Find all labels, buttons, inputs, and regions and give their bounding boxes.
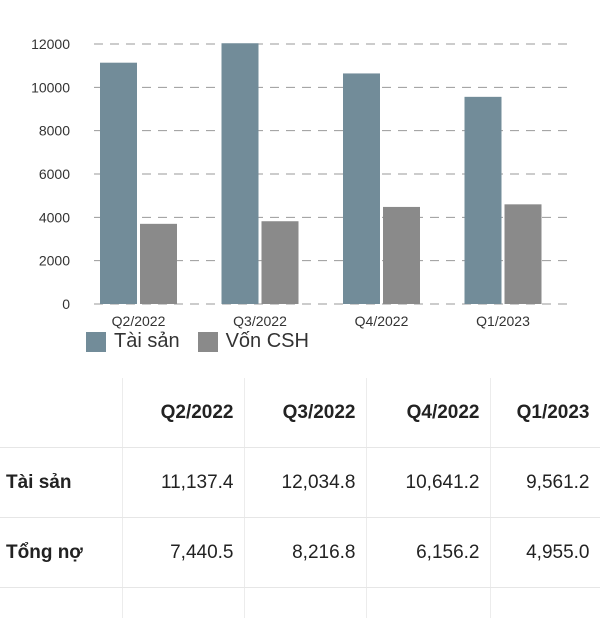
y-tick-label: 4000 bbox=[39, 209, 70, 225]
table-cell bbox=[244, 588, 366, 618]
bar-equity bbox=[140, 224, 177, 304]
legend-label-assets: Tài sản bbox=[114, 330, 180, 353]
table-cell: 10,641.2 bbox=[366, 448, 490, 518]
table-header-row: Q2/2022 Q3/2022 Q4/2022 Q1/2023 bbox=[0, 378, 600, 448]
bar-chart: 0 2000 4000 6000 8000 10000 12000 Q2/2022 Q3/20… bbox=[0, 0, 600, 335]
table-cell bbox=[0, 588, 122, 618]
x-tick-label: Q3/2022 bbox=[233, 313, 287, 329]
legend-swatch-assets bbox=[86, 332, 106, 352]
table-cell: 4,955.0 bbox=[490, 518, 600, 588]
y-tick-label: 6000 bbox=[39, 166, 70, 182]
y-tick-label: 8000 bbox=[39, 123, 70, 139]
bar-equity bbox=[262, 221, 299, 304]
x-tick-label: Q4/2022 bbox=[355, 313, 409, 329]
table-cell: 11,137.4 bbox=[122, 448, 244, 518]
table-cell: 6,156.2 bbox=[366, 518, 490, 588]
bar-equity bbox=[505, 204, 542, 304]
legend-label-equity: Vốn CSH bbox=[226, 330, 309, 353]
table-row: Tài sản 11,137.4 12,034.8 10,641.2 9,561… bbox=[0, 448, 600, 518]
bar-assets bbox=[100, 63, 137, 304]
y-tick-label: 10000 bbox=[31, 79, 70, 95]
legend: Tài sản Vốn CSH bbox=[86, 330, 309, 353]
table-cell: 12,034.8 bbox=[244, 448, 366, 518]
row-label: Tổng nợ bbox=[0, 518, 122, 588]
row-label: Tài sản bbox=[0, 448, 122, 518]
table-header-cell: Q4/2022 bbox=[366, 378, 490, 448]
table-header-cell bbox=[0, 378, 122, 448]
table-cell: 9,561.2 bbox=[490, 448, 600, 518]
x-tick-label: Q2/2022 bbox=[112, 313, 166, 329]
table-cell bbox=[490, 588, 600, 618]
table-row: Tổng nợ 7,440.5 8,216.8 6,156.2 4,955.0 bbox=[0, 518, 600, 588]
table-cell: 7,440.5 bbox=[122, 518, 244, 588]
y-tick-label: 12000 bbox=[31, 36, 70, 52]
table-header-cell: Q3/2022 bbox=[244, 378, 366, 448]
table-row-partial bbox=[0, 588, 600, 618]
bar-assets bbox=[343, 73, 380, 304]
bar-equity bbox=[383, 207, 420, 304]
y-tick-label: 2000 bbox=[39, 253, 70, 269]
bar-assets bbox=[465, 97, 502, 304]
bar-assets bbox=[222, 43, 259, 304]
y-axis-ticks: 0 2000 4000 6000 8000 10000 12000 bbox=[31, 36, 70, 312]
table-cell bbox=[122, 588, 244, 618]
table-header-cell: Q2/2022 bbox=[122, 378, 244, 448]
x-axis-ticks: Q2/2022 Q3/2022 Q4/2022 Q1/2023 bbox=[112, 313, 530, 329]
table-cell bbox=[366, 588, 490, 618]
x-tick-label: Q1/2023 bbox=[476, 313, 530, 329]
legend-item-equity: Vốn CSH bbox=[198, 330, 309, 353]
table-header-cell: Q1/2023 bbox=[490, 378, 600, 448]
y-tick-label: 0 bbox=[62, 296, 70, 312]
financial-table: Q2/2022 Q3/2022 Q4/2022 Q1/2023 Tài sản … bbox=[0, 378, 600, 618]
legend-swatch-equity bbox=[198, 332, 218, 352]
legend-item-assets: Tài sản bbox=[86, 330, 180, 353]
table-cell: 8,216.8 bbox=[244, 518, 366, 588]
